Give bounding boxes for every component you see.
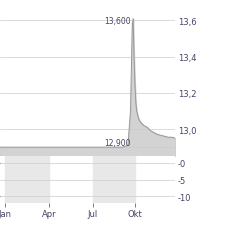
Text: 13,600: 13,600 xyxy=(104,17,131,26)
Bar xyxy=(5,157,49,203)
Text: 12,900: 12,900 xyxy=(104,139,131,148)
Bar xyxy=(93,157,135,203)
